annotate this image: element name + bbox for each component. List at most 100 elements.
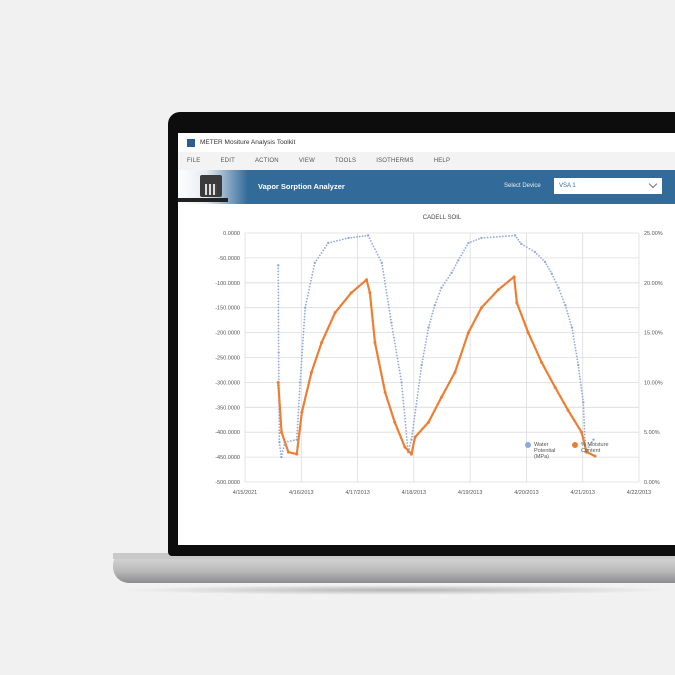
water-potential-point bbox=[433, 304, 436, 307]
water-potential-point-interp bbox=[388, 309, 391, 312]
water-potential-point-interp bbox=[424, 341, 427, 343]
water-potential-point-interp bbox=[561, 295, 563, 298]
menu-isotherms[interactable]: ISOTHERMS bbox=[376, 158, 414, 164]
y-left-tick-label: 0.0000 bbox=[223, 231, 240, 237]
water-potential-point-interp bbox=[301, 354, 303, 357]
water-potential-point-interp bbox=[409, 441, 412, 444]
water-potential-point-interp bbox=[423, 346, 426, 349]
x-tick-label: 4/21/2013 bbox=[570, 490, 594, 496]
water-potential-point bbox=[278, 440, 281, 444]
water-potential-point-interp bbox=[545, 263, 548, 266]
water-potential-point bbox=[280, 455, 283, 459]
water-potential-point-interp bbox=[405, 436, 408, 438]
water-potential-point-interp bbox=[330, 241, 333, 244]
water-potential-point bbox=[513, 234, 517, 237]
water-potential-point-interp bbox=[576, 361, 579, 363]
water-potential-point-interp bbox=[404, 426, 407, 429]
water-potential-point-interp bbox=[277, 363, 280, 366]
water-potential-point-interp bbox=[414, 411, 417, 414]
water-potential-point-interp bbox=[425, 338, 428, 341]
water-potential-point-interp bbox=[495, 235, 498, 238]
x-tick-label: 4/22/2013 bbox=[627, 490, 651, 496]
header-banner: Vapor Sorption Analyzer Select Device VS… bbox=[178, 170, 675, 204]
water-potential-point-interp bbox=[461, 252, 464, 254]
water-potential-point-interp bbox=[296, 429, 299, 432]
water-potential-point-interp bbox=[277, 360, 280, 363]
water-potential-point-interp bbox=[428, 323, 431, 326]
water-potential-point-interp bbox=[277, 297, 280, 300]
water-potential-point-interp bbox=[356, 236, 358, 238]
water-potential-point-interp bbox=[408, 448, 410, 450]
water-potential-point-interp bbox=[416, 396, 419, 399]
water-potential-point-interp bbox=[415, 402, 418, 405]
water-potential-point-interp bbox=[558, 289, 561, 292]
water-potential-point-interp bbox=[578, 372, 581, 375]
menu-edit[interactable]: EDIT bbox=[220, 158, 235, 164]
water-potential-point-interp bbox=[442, 284, 445, 287]
water-potential-point-interp bbox=[313, 264, 316, 267]
water-potential-point-interp bbox=[567, 315, 570, 318]
x-tick-label: 4/15/2021 bbox=[233, 490, 257, 496]
legend-label: Water Potential (MPa) bbox=[534, 442, 555, 460]
water-potential-point-interp bbox=[279, 450, 282, 453]
water-potential-point-interp bbox=[583, 416, 585, 418]
menu-tools[interactable]: TOOLS bbox=[334, 158, 357, 164]
water-potential-point-interp bbox=[277, 315, 280, 318]
water-potential-point-interp bbox=[582, 407, 585, 410]
water-potential-point bbox=[380, 261, 384, 265]
water-potential-point bbox=[440, 286, 443, 289]
water-potential-point-interp bbox=[576, 358, 579, 361]
water-potential-point-interp bbox=[583, 433, 586, 436]
water-potential-point-interp bbox=[278, 438, 281, 441]
water-potential-point-interp bbox=[277, 303, 280, 306]
water-potential-point-interp bbox=[301, 351, 304, 354]
water-potential-point-interp bbox=[429, 321, 431, 323]
menu-help[interactable]: HELP bbox=[433, 158, 451, 164]
water-potential-point-interp bbox=[277, 279, 280, 282]
water-potential-point-interp bbox=[511, 234, 513, 237]
water-potential-point-interp bbox=[580, 387, 583, 389]
water-potential-point-interp bbox=[277, 294, 280, 297]
water-potential-point-interp bbox=[587, 446, 590, 449]
menu-action[interactable]: ACTION bbox=[254, 158, 279, 164]
water-potential-point-interp bbox=[432, 309, 435, 312]
water-potential-point-interp bbox=[385, 291, 388, 294]
water-potential-point-interp bbox=[301, 348, 304, 351]
water-potential-point-interp bbox=[523, 244, 525, 247]
water-potential-point-interp bbox=[413, 414, 416, 417]
device-select[interactable]: VSA 1 bbox=[554, 178, 662, 194]
water-potential-point-interp bbox=[574, 349, 577, 352]
water-potential-point-interp bbox=[580, 389, 583, 392]
chart-title: CADELL SOIL bbox=[423, 215, 462, 221]
menu-view[interactable]: VIEW bbox=[298, 158, 315, 164]
y-left-tick-label: -400.0000 bbox=[215, 430, 240, 436]
water-potential-point-interp bbox=[517, 238, 520, 241]
water-potential-point-interp bbox=[418, 379, 421, 381]
water-potential-point-interp bbox=[299, 378, 302, 381]
water-potential-point bbox=[347, 236, 350, 240]
water-potential-point-interp bbox=[302, 327, 305, 330]
water-potential-point-interp bbox=[299, 375, 302, 378]
water-potential-point-interp bbox=[403, 408, 406, 411]
water-potential-point bbox=[520, 242, 523, 246]
laptop-shadow bbox=[120, 585, 675, 595]
y-left-tick-label: -500.0000 bbox=[215, 480, 240, 486]
water-potential-point-interp bbox=[310, 276, 313, 279]
water-potential-point-interp bbox=[302, 333, 305, 336]
water-potential-point-interp bbox=[277, 273, 280, 276]
water-potential-point-interp bbox=[412, 423, 415, 426]
water-potential-point bbox=[550, 272, 554, 276]
water-potential-point-interp bbox=[372, 245, 375, 248]
water-potential-point-interp bbox=[299, 384, 301, 387]
water-potential-point-interp bbox=[582, 404, 585, 407]
water-potential-point-interp bbox=[565, 307, 568, 309]
water-potential-point-interp bbox=[286, 440, 289, 443]
water-potential-point-interp bbox=[277, 345, 280, 348]
water-potential-point-interp bbox=[396, 354, 398, 357]
water-potential-point-interp bbox=[528, 247, 531, 250]
water-potential-point-interp bbox=[309, 282, 312, 285]
menu-file[interactable]: FILE bbox=[187, 158, 201, 164]
water-potential-point-interp bbox=[277, 327, 280, 330]
water-potential-point-interp bbox=[415, 399, 418, 402]
water-potential-point-interp bbox=[404, 420, 407, 423]
